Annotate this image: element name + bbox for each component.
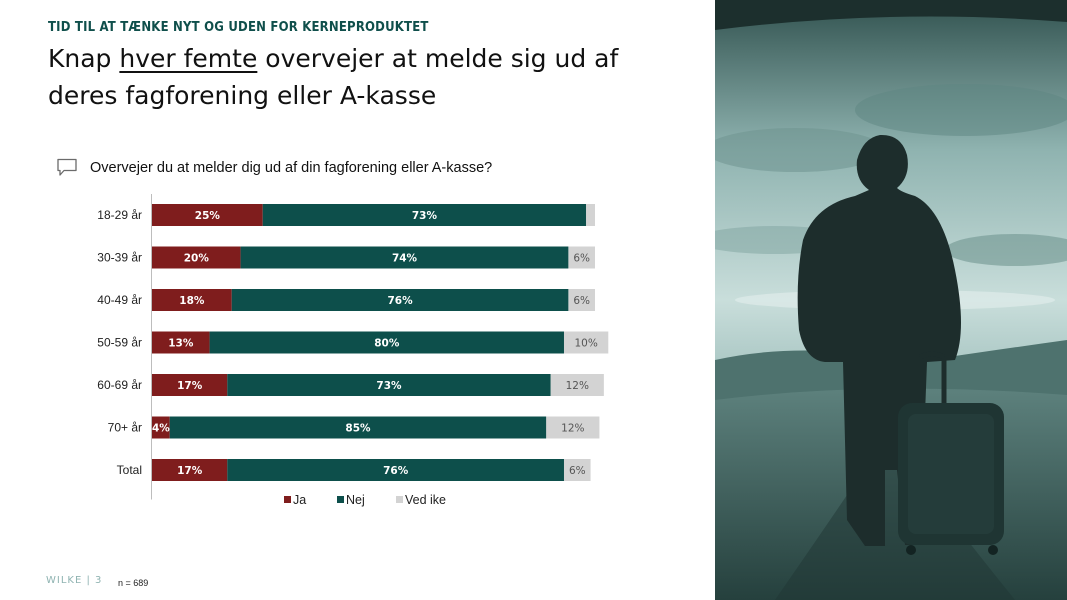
survey-question: Overvejer du at melder dig ud af din fag… [56, 158, 492, 178]
footer-brand: WILKE | 3 [46, 575, 103, 586]
data-label: 85% [345, 423, 371, 435]
sample-size: n = 689 [118, 578, 149, 588]
data-label: 74% [392, 253, 418, 265]
legend-label: Nej [346, 493, 365, 507]
data-label: 76% [388, 295, 414, 307]
bar-segment [227, 459, 564, 481]
category-label: 70+ år [108, 421, 142, 435]
bar-segment [152, 459, 228, 481]
bar-segment [568, 246, 595, 269]
data-label: 73% [412, 210, 438, 222]
title-emphasis: hver femte [119, 44, 258, 73]
bar-segment [240, 246, 569, 269]
bar-segment [546, 416, 600, 439]
data-label: 12% [561, 423, 584, 435]
data-label: 6% [573, 253, 590, 265]
bar-segment [152, 331, 210, 354]
data-label: 18% [179, 295, 205, 307]
page-title: Knap hver femte overvejer at melde sig u… [48, 40, 668, 114]
legend-label: Ved ike [405, 493, 446, 507]
category-label: 60-69 år [97, 378, 142, 392]
data-label: 80% [374, 338, 400, 350]
bar-segment [152, 246, 241, 269]
bar-segment [209, 331, 564, 354]
data-label: 4% [152, 423, 170, 435]
traveler-with-suitcase-photo [715, 0, 1067, 600]
bar-segment [152, 374, 228, 396]
title-part-2: overvejer at melde sig ud af deres fagfo… [48, 44, 619, 110]
bar-segment [563, 331, 609, 354]
speech-bubble-icon [57, 158, 77, 176]
data-label: 13% [168, 338, 194, 350]
bar-segment [169, 416, 547, 439]
data-label: 73% [376, 380, 402, 392]
question-text: Overvejer du at melder dig ud af din fag… [90, 160, 493, 176]
data-label: 12% [566, 380, 589, 392]
legend-swatch [337, 496, 344, 503]
bar-segment [152, 416, 170, 439]
category-label: 30-39 år [97, 251, 142, 265]
bar-segment [227, 374, 551, 396]
section-kicker: TID TIL AT TÆNKE NYT OG UDEN FOR KERNEPR… [48, 20, 429, 35]
bar-segment [586, 204, 595, 226]
bar-segment [231, 289, 569, 311]
title-part-1: Knap [48, 44, 120, 73]
data-label: 76% [383, 465, 409, 477]
legend-swatch [396, 496, 403, 503]
data-label: 17% [177, 465, 203, 477]
data-label: 25% [195, 210, 221, 222]
data-label: 20% [184, 253, 210, 265]
stacked-bar-chart: 18-29 år 25% 73% 30-39 år 20% 74% 6% 40-49 år 18… [97, 194, 609, 507]
category-label: Total [117, 463, 142, 477]
bar-segment [568, 289, 595, 311]
bar-segment [152, 204, 263, 226]
data-label: 6% [569, 465, 586, 477]
category-label: 18-29 år [97, 208, 142, 222]
data-label: 17% [177, 380, 203, 392]
legend-swatch [284, 496, 291, 503]
legend-label: Ja [293, 493, 306, 507]
category-label: 50-59 år [97, 336, 142, 350]
category-label: 40-49 år [97, 293, 142, 307]
bar-segment [550, 374, 604, 396]
data-label: 6% [573, 295, 590, 307]
data-label: 10% [574, 338, 597, 350]
bar-segment [152, 289, 232, 311]
bar-segment [563, 459, 591, 481]
bar-segment [262, 204, 587, 226]
